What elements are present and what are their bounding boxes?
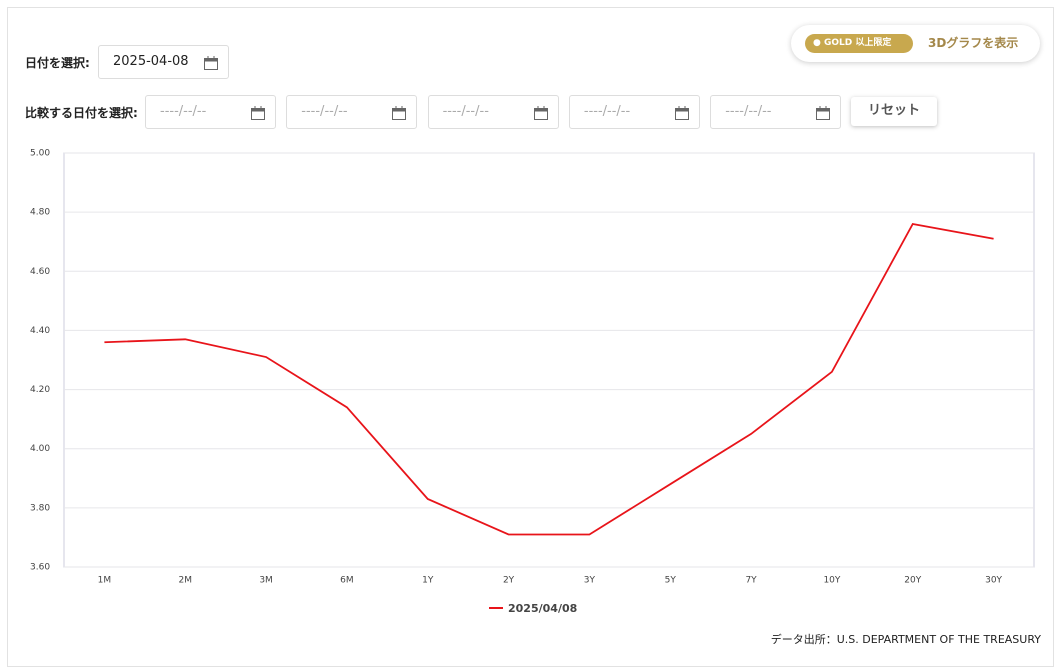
legend-label: 2025/04/08 [508,602,577,615]
compare-date-input[interactable]: ----/--/-- [427,95,559,129]
calendar-icon [674,106,689,120]
calendar-icon [204,56,218,70]
date-input[interactable]: 2025-04-08 [98,45,229,79]
placeholder: ----/--/-- [301,104,348,119]
placeholder: ----/--/-- [160,104,207,119]
gold-text: GOLD [824,38,853,48]
x-tick-label: 30Y [985,576,1002,586]
gold-suffix: 以上限定 [855,38,892,48]
x-tick-label: 3Y [584,576,596,586]
x-tick-label: 2Y [503,576,515,586]
y-tick-label: 5.00 [30,149,50,159]
placeholder: ----/--/-- [583,104,631,119]
calendar-icon [816,106,831,120]
x-tick-label: 6M [340,576,354,586]
x-tick-label: 5Y [665,576,677,586]
y-tick-label: 3.60 [30,563,50,573]
line [104,222,994,536]
date-label: 日付を選択: [25,56,90,70]
compare-date-input[interactable]: ----/--/-- [286,95,418,129]
y-tick-label: 4.00 [30,444,50,454]
x-tick-label: 10Y [823,576,840,586]
y-tick-label: 4.20 [30,385,50,395]
date-value: 2025-04-08 [113,54,189,69]
x-tick-label: 3M [259,576,273,586]
compare-date-input[interactable]: ----/--/-- [145,95,276,129]
x-tick-label: 2M [179,576,193,586]
x-tick-label: 1Y [422,576,434,586]
compare-date-input[interactable]: ----/--/-- [710,95,842,129]
view-3d-button[interactable]: ● GOLD 以上限定 3Dグラフを表示 [791,25,1040,62]
x-tick-label: 7Y [745,576,757,586]
compare-label: 比較する日付を選択: [25,106,138,120]
reset-button[interactable]: リセット [851,97,937,126]
calendar-icon [533,106,548,120]
y-tick-label: 4.80 [30,208,50,218]
placeholder: ----/--/-- [725,104,772,119]
compare-date-input[interactable]: ----/--/-- [568,95,700,129]
gold-badge: ● GOLD 以上限定 [805,34,913,53]
x-tick-label: 20Y [904,576,921,586]
y-tick-label: 3.80 [30,503,50,513]
placeholder: ----/--/-- [442,104,489,119]
chart: 3.60 3.80 4.00 4.20 4.40 4.60 4.80 5.00 1M 2M 3M 6M… [30,149,1035,615]
y-tick-label: 4.40 [30,326,50,336]
y-tick-label: 4.60 [30,267,50,277]
plot-border [63,152,1035,568]
source-note: データ出所：U.S. DEPARTMENT OF THE TREASURY [770,633,1041,646]
calendar-icon [392,106,407,120]
x-tick-label: 1M [98,576,112,586]
view-3d-text: 3Dグラフを表示 [928,36,1019,50]
calendar-icon [251,106,265,120]
